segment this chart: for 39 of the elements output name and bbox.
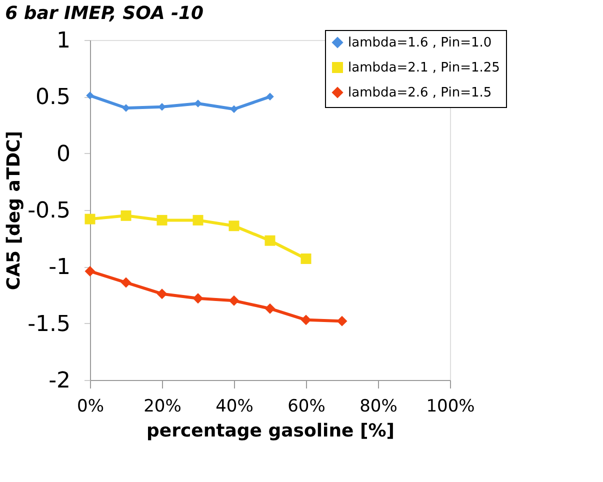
x-tick-label: 100% — [426, 396, 475, 416]
legend-label: lambda=2.1 , Pin=1.25 — [348, 60, 500, 76]
point — [300, 253, 312, 264]
y-tick-label: -1 — [48, 255, 70, 280]
point — [228, 220, 240, 232]
chart-title: 6 bar IMEP, SOA -10 — [5, 3, 204, 24]
legend-label: lambda=1.6 , Pin=1.0 — [348, 36, 492, 50]
point — [264, 303, 276, 314]
point — [84, 266, 96, 276]
x-axis-title: percentage gasoline [%] — [146, 420, 395, 442]
y-tick-label: -2 — [48, 368, 70, 394]
point — [156, 214, 168, 226]
y-tick-label: 0 — [56, 142, 70, 167]
y-tick-label: 0.5 — [36, 85, 70, 110]
point — [120, 277, 132, 288]
x-tick-label: 0% — [77, 396, 104, 416]
point — [86, 92, 94, 100]
point — [192, 293, 204, 304]
x-tick-label: 80% — [360, 396, 398, 416]
x-tick-label: 60% — [288, 396, 326, 416]
point — [84, 214, 96, 224]
point — [192, 214, 204, 226]
x-tick-label: 40% — [216, 396, 254, 416]
y-tick-label: -0.5 — [28, 198, 70, 224]
y-tick-label: 1 — [56, 28, 70, 54]
point — [120, 210, 132, 221]
point — [122, 104, 130, 112]
x-tick-label: 20% — [144, 396, 182, 416]
point — [336, 316, 348, 326]
y-axis-title: CA5 [deg aTDC] — [4, 130, 25, 290]
point — [266, 92, 274, 101]
point — [230, 105, 238, 114]
point — [228, 295, 240, 306]
y-tick-label: -1.5 — [28, 312, 70, 337]
point — [300, 314, 312, 326]
legend-label: lambda=2.6 , Pin=1.5 — [348, 86, 492, 100]
point — [264, 235, 276, 246]
point — [156, 288, 168, 300]
point — [194, 100, 202, 108]
